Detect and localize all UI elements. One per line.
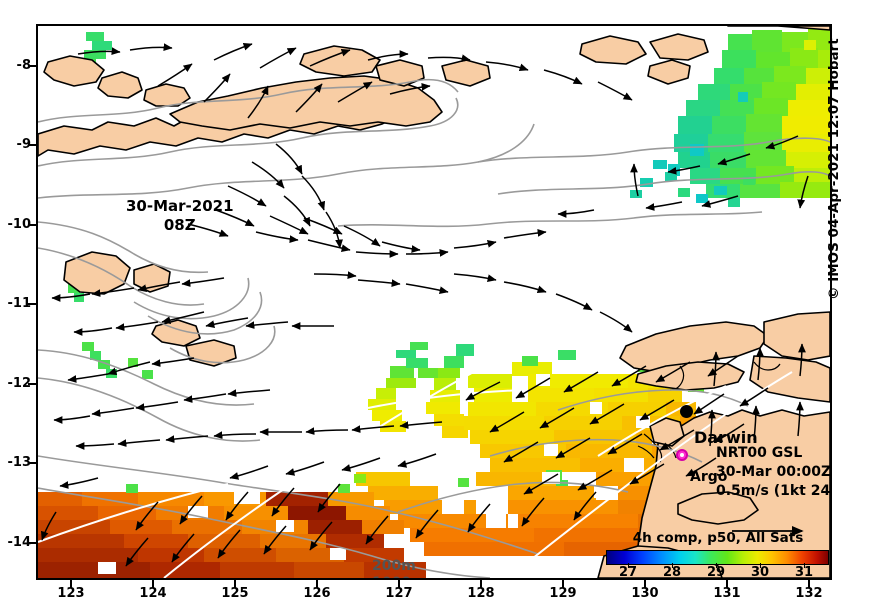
date-stamp-line1: 30-Mar-2021 [126,197,234,215]
x-tick-label-128: 128 [467,586,495,601]
y-tick-label--11: -11 [7,296,32,311]
colorbar-title: 4h comp, p50, All Sats [632,530,804,546]
darwin-marker-dot [680,405,693,418]
sst-current-map [38,26,830,578]
colorbar-tick-28: 28 [662,565,682,580]
y-tick-label--9: -9 [16,137,31,152]
colorbar-tick-labels: 27 28 29 30 31 [606,565,829,580]
y-tick-label--13: -13 [7,455,32,470]
colorbar-tick-29: 29 [706,565,726,580]
colorbar-ticks [606,563,829,568]
bathymetry-contours [38,78,830,578]
current-legend-time: 30-Mar 00:00Z [716,464,832,480]
sst-region-southwest [38,474,469,578]
sst-region-north-scatter [630,160,755,207]
colorbar-gradient [607,551,828,564]
current-legend-block: NRT00 GSL 30-Mar 00:00Z 0.5m/s (1kt 24h) [716,444,832,578]
y-tick-label--8: -8 [16,58,31,73]
current-scale-arrow-icon [732,525,804,537]
colorbar-tick-27: 27 [618,565,638,580]
y-tick-label--12: -12 [7,376,32,391]
current-vectors [40,42,809,567]
argo-label: Argo [690,469,728,485]
colorbar-tick-31: 31 [794,565,814,580]
contour-label-1000m: 1000m [372,575,426,578]
x-tick-label-131: 131 [713,586,741,601]
x-tick-label-126: 126 [303,586,331,601]
date-stamp-line2: 08Z [163,216,196,234]
x-tick-label-124: 124 [139,586,167,601]
x-tick-label-129: 129 [549,586,577,601]
y-axis-labels: -8 -9 -10 -11 -12 -13 -14 [0,0,32,616]
date-stamp: 30-Mar-2021 08Z [126,197,234,235]
y-tick-label--14: -14 [7,535,32,550]
x-tick-label-127: 127 [385,586,413,601]
sst-region-northeast [668,28,830,198]
current-legend-product: NRT00 GSL [716,445,803,461]
colorbar-tick-30: 30 [750,565,770,580]
x-tick-label-130: 130 [631,586,659,601]
x-tick-label-123: 123 [57,586,85,601]
y-tick-label--10: -10 [7,217,32,232]
argo-marker-center [680,453,684,457]
x-axis-labels: 123 124 125 126 127 128 129 130 131 132 [0,586,869,610]
contour-label-200m: 200m [372,558,416,574]
darwin-label: Darwin [694,428,758,447]
x-tick-label-132: 132 [795,586,823,601]
x-tick-label-125: 125 [221,586,249,601]
current-legend-scale: 0.5m/s (1kt 24h) [716,483,831,499]
imos-credit: © IMOS 04-Apr-2021 12:07 Hobart [826,38,842,300]
colorbar-box[interactable] [606,550,829,565]
